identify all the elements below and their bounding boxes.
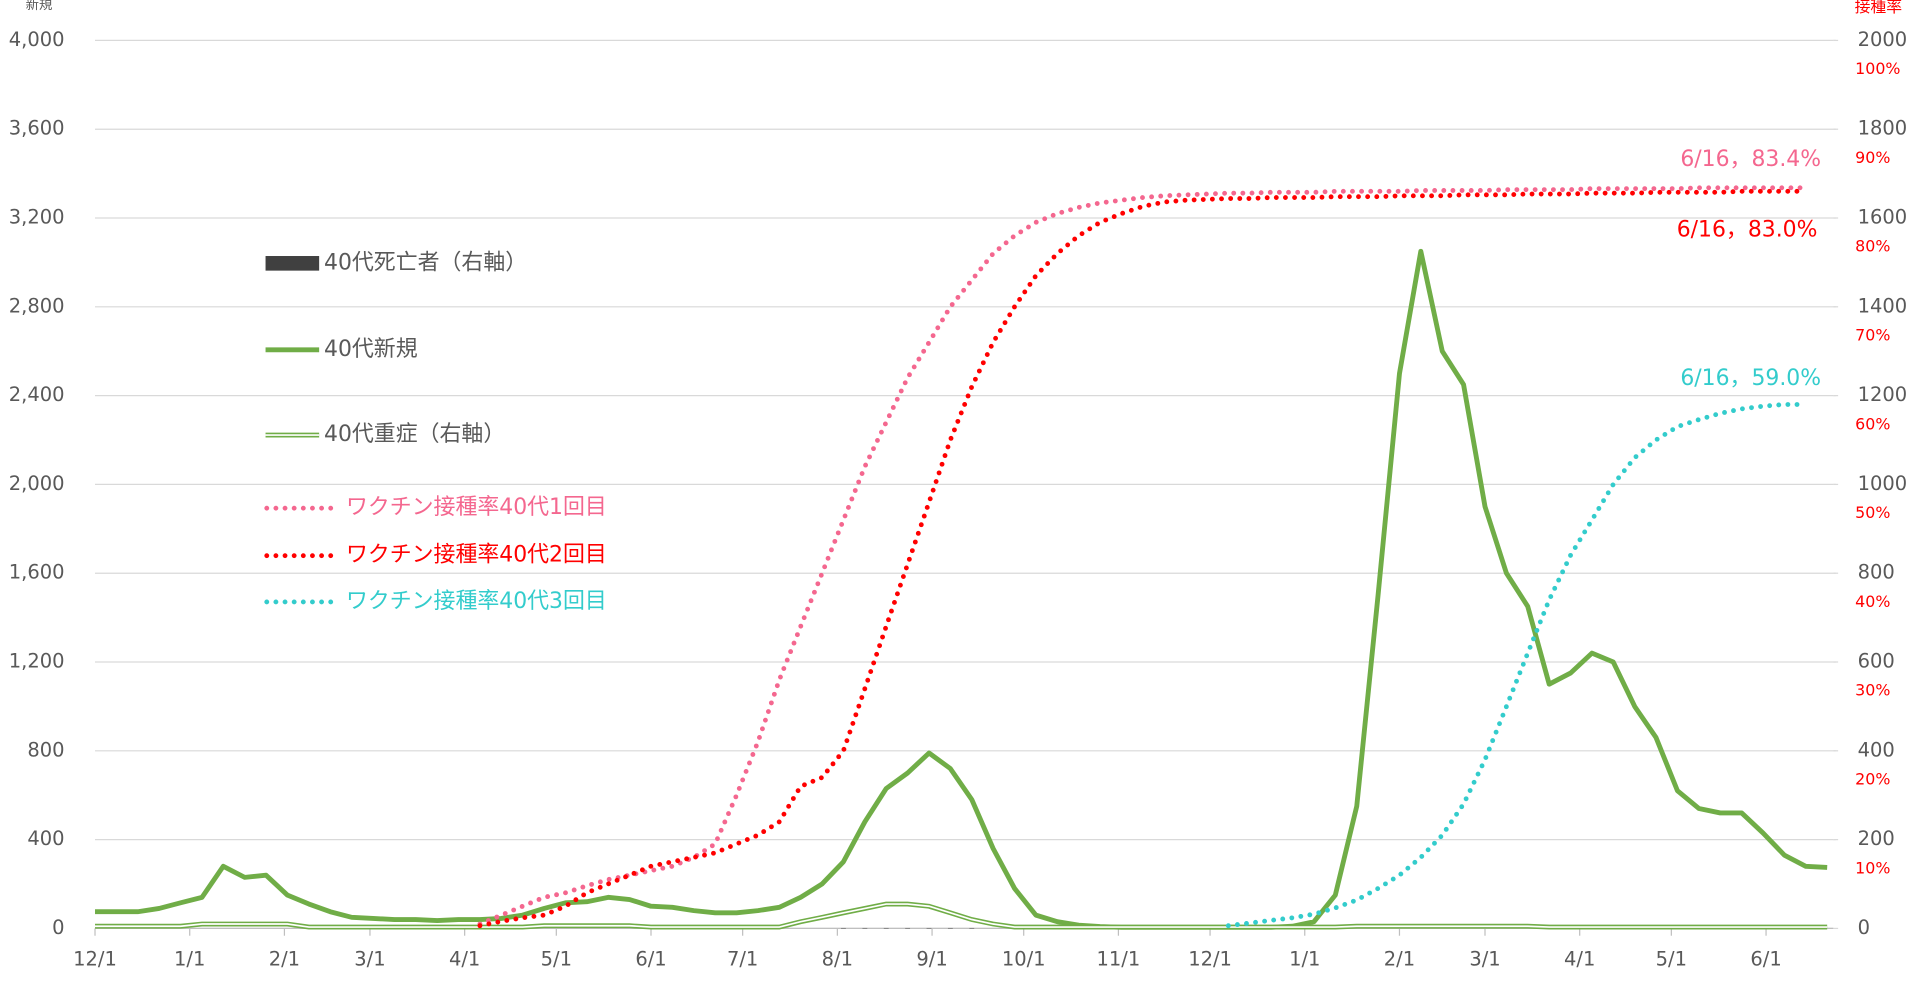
legend-swatch xyxy=(265,256,320,271)
y2-tick-label: 0 xyxy=(1858,916,1870,939)
y-tick-label: 3,200 xyxy=(9,206,65,229)
y3-tick-label: 90% xyxy=(1855,148,1890,167)
y3-tick-label: 20% xyxy=(1855,770,1890,789)
x-tick-label: 10/1 xyxy=(1002,948,1046,971)
y-tick-label: 2,000 xyxy=(9,472,65,495)
legend-label: ワクチン接種率40代3回目 xyxy=(346,589,607,614)
y2-tick-label: 1000 xyxy=(1858,472,1908,495)
y2-axis-title: 接種率 xyxy=(1855,0,1903,16)
x-tick-label: 2/1 xyxy=(1384,948,1415,971)
dotted-line xyxy=(477,185,1809,927)
legend-label: ワクチン接種率40代2回目 xyxy=(346,543,607,568)
annotation: 6/16，83.4% xyxy=(1680,147,1821,172)
y-tick-label: 800 xyxy=(27,738,64,761)
x-tick-label: 5/1 xyxy=(1656,948,1687,971)
y-tick-label: 2,800 xyxy=(9,294,65,317)
y2-tick-label: 400 xyxy=(1858,738,1895,761)
y3-tick-label: 10% xyxy=(1855,858,1890,877)
x-tick-label: 5/1 xyxy=(541,948,572,971)
annotation: 6/16，83.0% xyxy=(1677,217,1818,242)
x-tick-label: 9/1 xyxy=(916,948,947,971)
double-line-inner xyxy=(95,903,1828,928)
y3-tick-label: 100% xyxy=(1855,59,1900,78)
x-tick-label: 8/1 xyxy=(822,948,853,971)
legend-label: 40代死亡者（右軸） xyxy=(324,250,527,275)
x-tick-label: 1/1 xyxy=(1289,948,1320,971)
dotted-line xyxy=(477,188,1809,929)
x-tick-label: 6/1 xyxy=(635,948,666,971)
y2-tick-label: 600 xyxy=(1858,650,1895,673)
x-tick-label: 2/1 xyxy=(269,948,300,971)
legend-label: 40代新規 xyxy=(324,337,418,362)
y2-tick-label: 1600 xyxy=(1858,206,1908,229)
x-tick-label: 11/1 xyxy=(1097,948,1141,971)
y-axis-title: 新規 xyxy=(26,0,53,13)
y3-tick-label: 40% xyxy=(1855,592,1890,611)
y2-tick-label: 1800 xyxy=(1858,117,1908,140)
x-tick-label: 4/1 xyxy=(1564,948,1595,971)
y-tick-label: 1,200 xyxy=(9,650,65,673)
x-tick-label: 7/1 xyxy=(727,948,758,971)
y-tick-label: 1,600 xyxy=(9,561,65,584)
y-tick-label: 0 xyxy=(52,916,64,939)
y2-tick-label: 200 xyxy=(1858,827,1895,850)
y2-tick-label: 1200 xyxy=(1858,383,1908,406)
dotted-line xyxy=(1225,402,1809,929)
x-tick-label: 6/1 xyxy=(1750,948,1781,971)
y2-tick-label: 2000 xyxy=(1858,28,1908,51)
y2-tick-label: 800 xyxy=(1858,561,1895,584)
x-tick-label: 3/1 xyxy=(354,948,385,971)
y3-tick-label: 70% xyxy=(1855,326,1890,345)
y3-tick-label: 60% xyxy=(1855,414,1890,433)
y3-tick-label: 30% xyxy=(1855,681,1890,700)
x-tick-label: 12/1 xyxy=(1188,948,1232,971)
x-tick-label: 1/1 xyxy=(174,948,205,971)
y2-tick-label: 1400 xyxy=(1858,294,1908,317)
annotation: 6/16，59.0% xyxy=(1680,366,1821,391)
y3-tick-label: 80% xyxy=(1855,237,1890,256)
y-tick-label: 400 xyxy=(27,827,64,850)
legend-label: 40代重症（右軸） xyxy=(324,422,505,447)
y-tick-label: 2,400 xyxy=(9,383,65,406)
line xyxy=(95,248,1828,930)
y-tick-label: 3,600 xyxy=(9,117,65,140)
x-tick-label: 12/1 xyxy=(73,948,117,971)
legend-label: ワクチン接種率40代1回目 xyxy=(346,495,607,520)
y-tick-label: 4,000 xyxy=(9,28,65,51)
x-tick-label: 3/1 xyxy=(1469,948,1500,971)
x-tick-label: 4/1 xyxy=(449,948,480,971)
y3-tick-label: 50% xyxy=(1855,503,1890,522)
